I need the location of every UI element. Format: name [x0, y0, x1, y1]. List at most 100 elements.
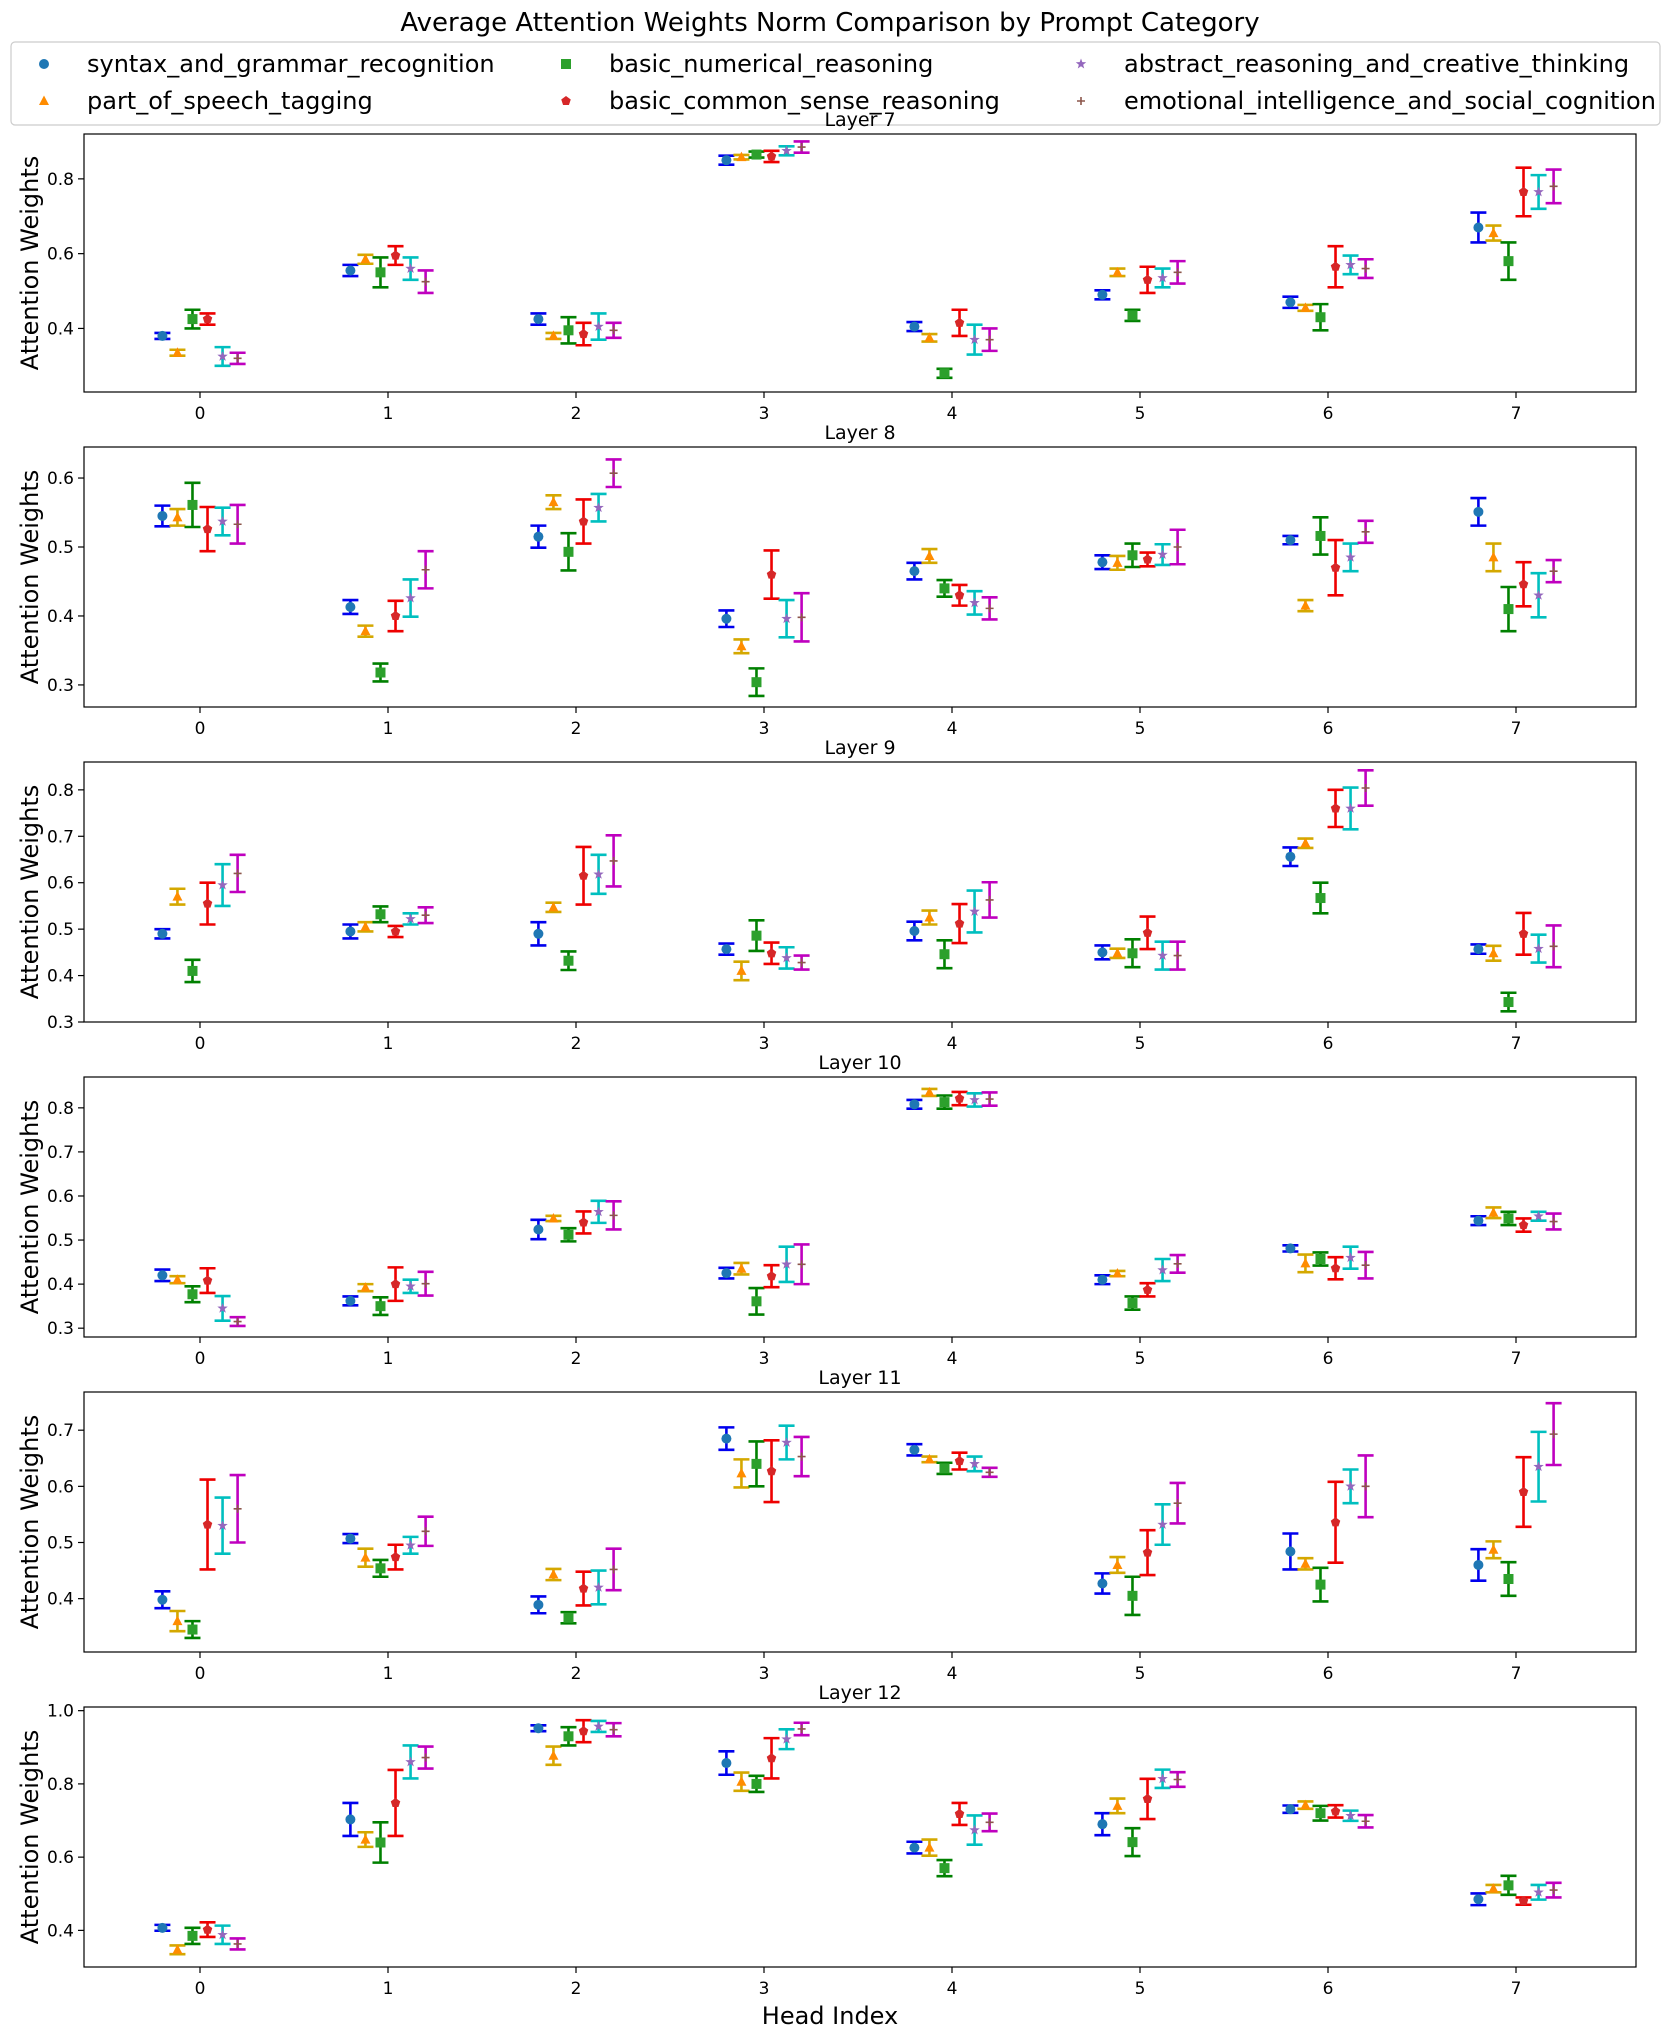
data-point — [721, 613, 732, 624]
data-point — [202, 1924, 213, 1934]
xtick-label: 6 — [1323, 1664, 1334, 1684]
data-point — [1473, 1215, 1484, 1226]
xtick-label: 4 — [947, 1034, 958, 1054]
ytick-label: 0.3 — [47, 1013, 74, 1033]
data-point — [1361, 264, 1370, 273]
xtick-label: 5 — [1135, 719, 1146, 739]
data-point — [1315, 1579, 1326, 1590]
data-point — [533, 1224, 544, 1235]
data-point — [578, 1726, 589, 1736]
data-point — [924, 550, 935, 560]
panel-title-5: Layer 12 — [818, 1682, 901, 1704]
xtick-label: 2 — [571, 404, 582, 424]
data-point — [1285, 535, 1296, 546]
data-point — [172, 1944, 183, 1954]
xtick-label: 6 — [1323, 1349, 1334, 1369]
data-point — [1112, 1800, 1123, 1810]
xtick-label: 0 — [195, 1034, 206, 1054]
data-point — [721, 1433, 732, 1444]
data-point — [1549, 1217, 1558, 1226]
data-point — [736, 1776, 747, 1786]
data-point — [421, 1527, 430, 1536]
data-point — [969, 334, 980, 345]
data-point — [593, 1206, 604, 1217]
data-point — [1300, 1257, 1311, 1268]
data-point — [721, 1758, 732, 1769]
xtick-label: 4 — [947, 1664, 958, 1684]
data-point — [157, 1594, 168, 1605]
data-point — [609, 1211, 618, 1220]
data-point — [533, 531, 544, 542]
data-point — [1533, 589, 1544, 600]
data-point — [578, 1217, 589, 1227]
xtick-label: 3 — [759, 1034, 770, 1054]
data-point — [217, 1929, 228, 1940]
data-point — [751, 149, 762, 160]
data-point — [1549, 1430, 1558, 1439]
ytick-label: 0.3 — [47, 1319, 74, 1339]
data-point — [390, 1279, 401, 1289]
data-point — [375, 667, 386, 678]
panel-title-0: Layer 7 — [824, 109, 895, 131]
data-point — [1345, 1810, 1356, 1821]
data-point — [1518, 579, 1529, 589]
data-point — [1549, 942, 1558, 951]
xtick-label: 0 — [195, 1664, 206, 1684]
data-point — [187, 314, 198, 325]
xtick-label: 1 — [383, 1034, 394, 1054]
xtick-label: 7 — [1511, 1979, 1522, 1999]
data-point — [421, 277, 430, 286]
data-point — [345, 926, 356, 937]
data-point — [578, 329, 589, 339]
data-point — [1285, 1804, 1296, 1815]
data-point — [736, 151, 747, 162]
panel-frame-5 — [83, 1706, 1637, 1968]
data-point — [1503, 1880, 1514, 1891]
data-point — [609, 1725, 618, 1734]
data-point — [985, 895, 994, 904]
data-point — [766, 1271, 777, 1281]
data-point — [1345, 802, 1356, 813]
data-point — [1097, 1578, 1108, 1589]
xtick-label: 2 — [571, 719, 582, 739]
data-point — [909, 1842, 920, 1853]
xtick-label: 0 — [195, 1349, 206, 1369]
data-point — [360, 1282, 371, 1292]
data-point — [172, 891, 183, 901]
ytick-label: 0.6 — [47, 469, 74, 489]
data-point — [563, 955, 574, 966]
xtick-label: 4 — [947, 404, 958, 424]
data-point — [1300, 1799, 1311, 1810]
ytick-label: 0.7 — [47, 1143, 74, 1163]
data-point — [954, 317, 965, 327]
data-point — [766, 948, 777, 958]
data-point — [405, 1756, 416, 1767]
data-point — [1127, 1298, 1138, 1309]
data-point — [578, 1583, 589, 1593]
xtick-label: 1 — [383, 404, 394, 424]
data-point — [985, 335, 994, 344]
data-point — [909, 566, 920, 577]
data-point — [1157, 549, 1168, 560]
xtick-label: 7 — [1511, 1034, 1522, 1054]
data-point — [1549, 567, 1558, 576]
data-point — [1285, 851, 1296, 862]
data-point — [924, 332, 935, 342]
data-point — [405, 913, 416, 924]
data-point — [1142, 927, 1153, 937]
data-point — [969, 597, 980, 608]
xtick-label: 2 — [571, 1664, 582, 1684]
data-point — [969, 906, 980, 916]
data-point — [985, 1818, 994, 1827]
ytick-label: 0.5 — [47, 538, 74, 558]
data-point — [781, 613, 792, 624]
data-point — [1315, 1808, 1326, 1819]
ytick-label: 0.6 — [47, 245, 74, 265]
data-point — [1503, 256, 1514, 267]
y-axis-label-2: Attention Weights — [16, 785, 44, 1000]
ytick-label: 0.4 — [47, 1275, 74, 1295]
data-point — [217, 350, 228, 361]
panel-3: Layer 10 0.3 0.4 0.5 0.6 0.7 0.8 0 1 2 3 4 5 6 7 Attent… — [16, 1052, 1637, 1369]
legend-label-0: syntax_and_grammar_recognition — [87, 50, 495, 78]
